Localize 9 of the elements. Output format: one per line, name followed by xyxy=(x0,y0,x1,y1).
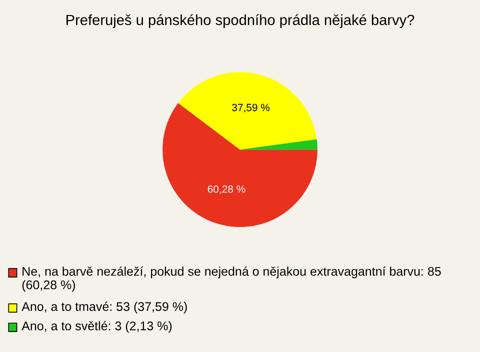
chart-title: Preferuješ u pánského spodního prádla nějaké barvy? xyxy=(66,14,414,28)
data-label: 60,28 % xyxy=(208,185,246,194)
legend-label: Ano, a to světlé: 3 (2,13 %) xyxy=(22,321,172,333)
pie-slice xyxy=(240,139,318,150)
data-label: 37,59 % xyxy=(232,104,270,112)
pie-slice xyxy=(162,102,318,228)
legend-label: Ne, na barvě nezáleží, pokud se nejedná o nějakou extravagantní barvu: 85 (60,28 %) xyxy=(22,266,441,292)
legend-label: Ano, a to tmavé: 53 (37,59 %) xyxy=(22,302,187,314)
pie-slice xyxy=(178,72,317,150)
